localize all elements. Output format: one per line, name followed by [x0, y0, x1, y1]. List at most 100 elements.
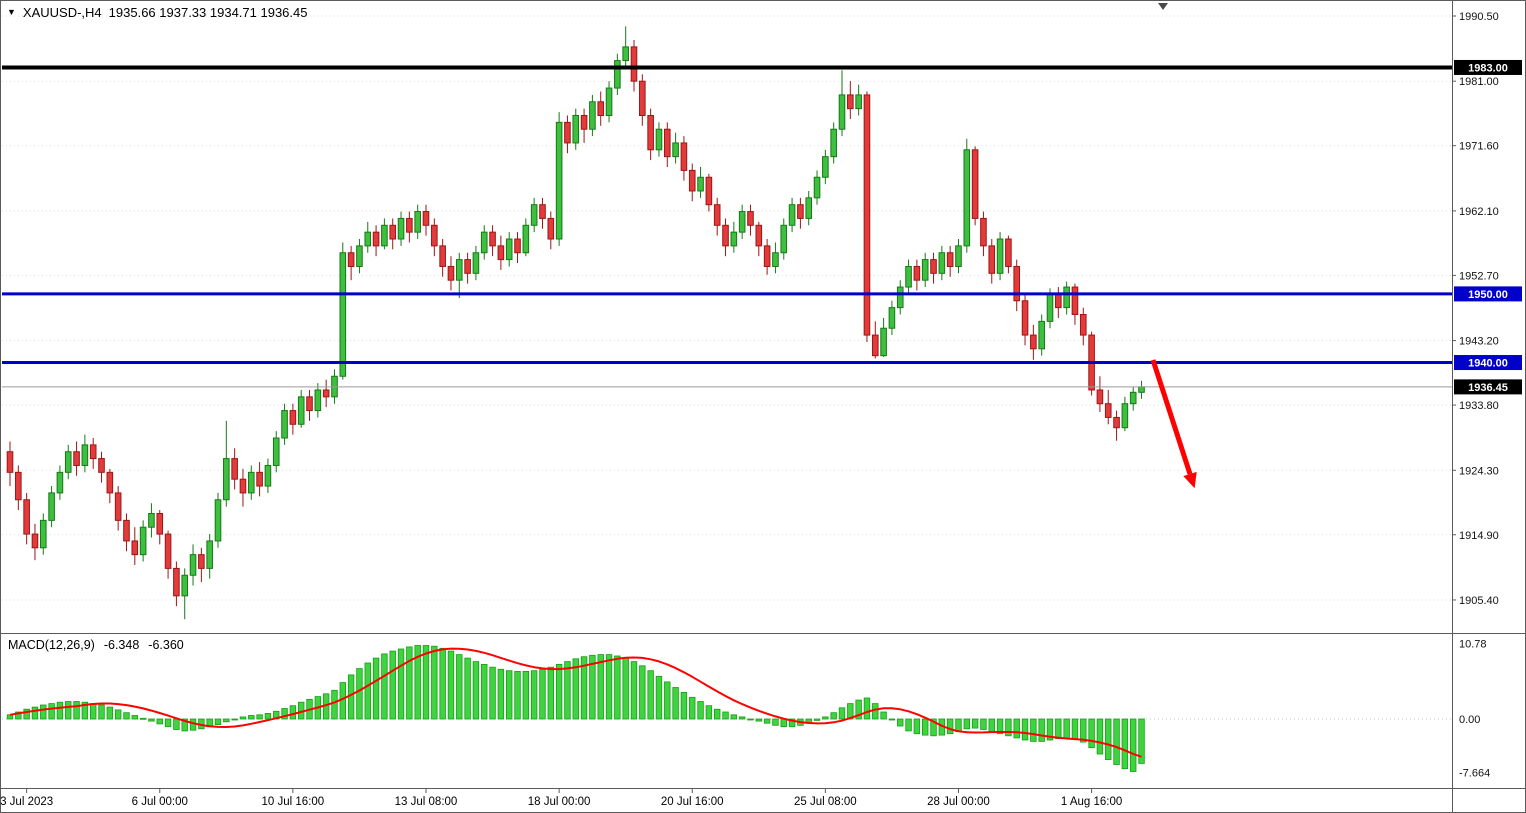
bear-candle — [464, 259, 471, 274]
macd-histogram-bar — [930, 718, 937, 737]
price-tick-label: 1962.10 — [1459, 206, 1499, 218]
macd-histogram-bar — [830, 712, 837, 720]
bear-candle — [539, 204, 546, 219]
bull-candle — [381, 224, 388, 247]
macd-histogram-bar — [397, 648, 405, 720]
bull-candle — [247, 471, 255, 494]
bull-candle — [455, 259, 463, 281]
macd-histogram-bar — [123, 712, 130, 720]
macd-histogram-bar — [15, 711, 22, 720]
time-tick-label: 13 Jul 08:00 — [395, 796, 458, 808]
macd-histogram-bar — [156, 718, 163, 725]
bear-candle — [747, 211, 754, 226]
macd-histogram-bar — [256, 714, 263, 720]
price-badge-label: 1950.00 — [1468, 289, 1508, 301]
bear-candle — [106, 471, 114, 494]
down-arrow-annotation[interactable] — [1150, 359, 1193, 475]
macd-histogram-bar — [872, 703, 879, 720]
bull-candle — [39, 519, 47, 549]
macd-histogram-bar — [90, 703, 97, 720]
macd-histogram-bar — [572, 658, 579, 720]
macd-histogram-bar — [539, 668, 546, 720]
macd-histogram-bar — [838, 707, 846, 720]
macd-histogram-bar — [223, 718, 230, 723]
bear-candle — [372, 231, 380, 247]
price-tick-label: 1933.80 — [1459, 400, 1499, 412]
macd-histogram-bar — [897, 718, 904, 727]
bull-candle — [214, 499, 222, 542]
bear-candle — [447, 265, 455, 281]
bull-candle — [364, 231, 372, 247]
bull-candle — [697, 176, 704, 192]
macd-histogram-bar — [505, 670, 513, 720]
macd-histogram-bar — [772, 718, 779, 726]
macd-histogram-bar — [23, 708, 30, 720]
macd-histogram-bar — [630, 661, 638, 720]
macd-histogram-bar — [65, 701, 72, 720]
bull-candle — [397, 217, 405, 240]
macd-histogram-bar — [955, 718, 962, 733]
macd-histogram-bar — [880, 711, 887, 720]
macd-histogram-bar — [763, 718, 771, 724]
time-tick-label: 6 Jul 00:00 — [132, 796, 188, 808]
time-tick-label: 20 Jul 16:00 — [661, 796, 724, 808]
bear-candle — [580, 114, 588, 130]
bear-candle — [514, 238, 521, 254]
bear-candle — [980, 217, 987, 247]
macd-histogram-bar — [1046, 718, 1054, 741]
macd-histogram-bar — [589, 654, 596, 720]
time-tick-label: 25 Jul 08:00 — [794, 796, 857, 808]
macd-histogram-bar — [988, 718, 995, 733]
macd-histogram-bar — [813, 718, 821, 721]
down-arrow-head — [1183, 471, 1197, 489]
macd-histogram-bar — [1096, 718, 1104, 755]
macd-histogram-bar — [747, 718, 754, 721]
bear-candle — [688, 169, 696, 192]
macd-histogram-bar — [497, 668, 505, 720]
price-tick-label: 1943.20 — [1459, 336, 1499, 348]
bear-candle — [663, 128, 671, 158]
bull-candle — [996, 238, 1004, 274]
bear-candle — [422, 211, 430, 226]
bull-candle — [830, 128, 837, 158]
macd-histogram-bar — [264, 713, 272, 720]
bear-candle — [713, 204, 721, 226]
macd-histogram-bar — [730, 714, 738, 720]
bull-candle — [530, 204, 538, 226]
bear-candle — [406, 217, 413, 233]
bull-candle — [921, 259, 929, 281]
price-tick-label: 1914.90 — [1459, 530, 1499, 542]
macd-histogram-bar — [98, 704, 105, 720]
macd-histogram-bar — [580, 656, 588, 720]
macd-histogram-bar — [647, 670, 654, 720]
macd-histogram-bar — [248, 715, 255, 720]
macd-histogram-bar — [481, 664, 488, 720]
macd-histogram-bar — [173, 718, 180, 730]
macd-histogram-bar — [389, 650, 396, 720]
bear-candle — [497, 245, 505, 261]
macd-histogram-bar — [622, 657, 629, 720]
macd-histogram-bar — [1088, 718, 1095, 749]
bear-candle — [722, 224, 729, 247]
bear-candle — [705, 176, 713, 206]
bear-candle — [306, 396, 313, 412]
macd-histogram-bar — [1038, 718, 1045, 742]
bull-candle — [772, 252, 779, 267]
macd-histogram-bar — [289, 705, 297, 720]
bull-candle — [181, 574, 189, 597]
macd-histogram-bar — [239, 716, 247, 720]
price-badge — [1454, 286, 1522, 302]
bull-candle — [1129, 391, 1137, 405]
bull-candle — [788, 204, 796, 226]
macd-histogram-bar — [464, 657, 471, 720]
bear-candle — [156, 512, 164, 535]
bear-candle — [198, 554, 205, 569]
macd-histogram-bar — [356, 668, 363, 720]
chart-shift-marker[interactable] — [1158, 3, 1168, 10]
macd-histogram-bar — [381, 653, 388, 720]
macd-histogram-bar — [680, 692, 688, 720]
macd-histogram-bar — [181, 718, 188, 732]
macd-histogram-bar — [564, 661, 571, 720]
macd-histogram-bar — [655, 675, 663, 720]
